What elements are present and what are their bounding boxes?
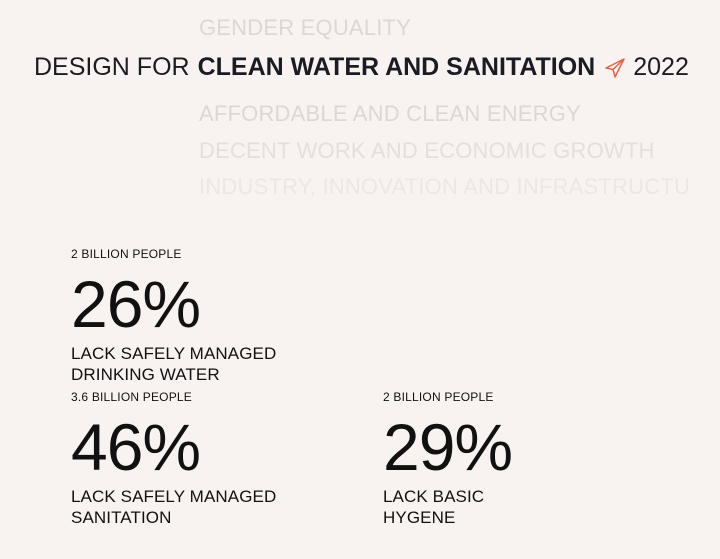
stat-percent: 46% — [71, 410, 201, 484]
stat-drinking-water: 2 BILLION PEOPLE 26% LACK SAFELY MANAGED… — [71, 247, 276, 385]
stat-description-line: LACK SAFELY MANAGED — [71, 344, 277, 363]
stat-hygiene: 2 BILLION PEOPLE 29% LACK BASIC HYGENE — [383, 390, 513, 528]
stat-description: LACK BASIC HYGENE — [383, 486, 512, 528]
stat-description-line: DRINKING WATER — [71, 365, 220, 384]
stat-count: 2 BILLION PEOPLE — [71, 247, 182, 261]
page-headline: DESIGN FOR CLEAN WATER AND SANITATION 20… — [34, 53, 689, 82]
goal-option-clean-energy[interactable]: AFFORDABLE AND CLEAN ENERGY — [199, 101, 581, 126]
stat-description-line: SANITATION — [71, 508, 172, 527]
stat-percent: 29% — [383, 410, 513, 484]
stat-description: LACK SAFELY MANAGED SANITATION — [71, 486, 276, 528]
stat-count: 2 BILLION PEOPLE — [383, 390, 494, 404]
goal-option-industry[interactable]: INDUSTRY, INNOVATION AND INFRASTRUCTURE — [199, 174, 690, 199]
headline-prefix: DESIGN FOR — [34, 53, 190, 81]
paper-plane-icon — [603, 56, 627, 80]
stat-count: 3.6 BILLION PEOPLE — [71, 390, 192, 404]
stat-description: LACK SAFELY MANAGED DRINKING WATER — [71, 343, 276, 385]
headline-year: 2022 — [633, 53, 689, 81]
stat-description-line: LACK SAFELY MANAGED — [71, 487, 277, 506]
goal-option-gender-equality[interactable]: GENDER EQUALITY — [199, 15, 412, 40]
goal-option-decent-work[interactable]: DECENT WORK AND ECONOMIC GROWTH — [199, 138, 655, 163]
stat-description-line: HYGENE — [383, 508, 456, 527]
stat-percent: 26% — [71, 267, 201, 341]
stat-description-line: LACK BASIC — [383, 487, 485, 506]
stat-sanitation: 3.6 BILLION PEOPLE 46% LACK SAFELY MANAG… — [71, 390, 276, 528]
headline-goal[interactable]: CLEAN WATER AND SANITATION — [197, 53, 596, 81]
